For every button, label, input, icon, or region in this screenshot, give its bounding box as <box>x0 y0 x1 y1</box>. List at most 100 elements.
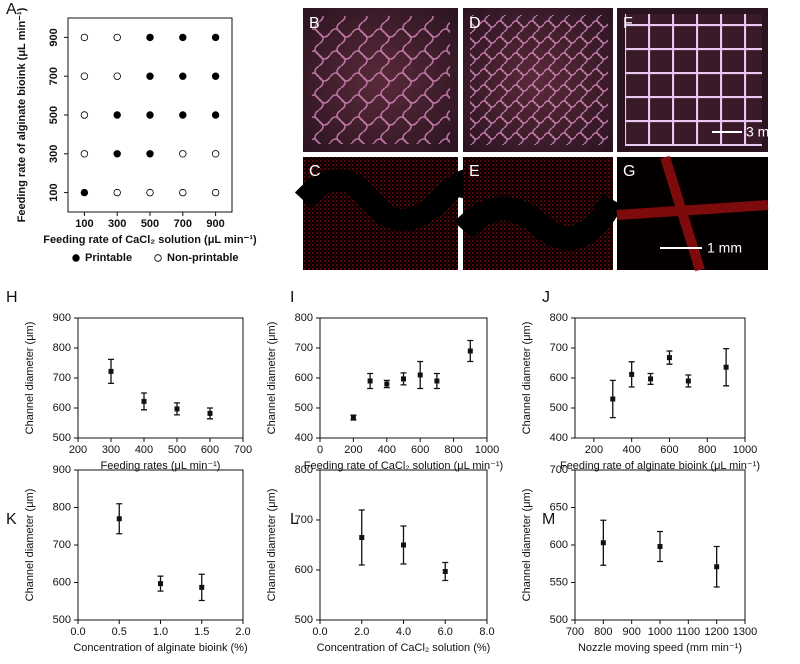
x-tick-label: 600 <box>201 444 219 456</box>
legend-marker <box>154 254 162 262</box>
x-axis-label: Feeding rates (μL min⁻¹) <box>101 460 221 472</box>
y-tick-label: 800 <box>53 342 71 354</box>
x-tick-label: 1100 <box>677 626 701 638</box>
point <box>211 188 220 197</box>
point <box>211 111 220 119</box>
point <box>80 72 89 80</box>
panel-letter: M <box>542 511 555 528</box>
y-tick-label: 500 <box>53 432 71 444</box>
x-axis-label: Concentration of CaCl₂ solution (%) <box>317 642 491 654</box>
scale-bar-label: 3 mm <box>746 124 781 140</box>
x-axis-label: Concentration of alginate bioink (%) <box>73 642 247 654</box>
y-tick-label: 400 <box>295 432 313 444</box>
y-tick-label: 300 <box>48 145 60 163</box>
y-tick-label: 800 <box>295 312 313 324</box>
y-tick-label: 600 <box>53 402 71 414</box>
point <box>146 111 154 119</box>
x-tick-label: 500 <box>168 444 186 456</box>
point <box>666 355 672 361</box>
point <box>434 378 440 384</box>
point <box>610 396 616 402</box>
point <box>714 564 720 570</box>
x-tick-label: 1000 <box>648 626 672 638</box>
y-tick-label: 500 <box>550 614 568 626</box>
scale-bar-label: 1 mm <box>707 240 742 256</box>
x-tick-label: 700 <box>566 626 584 638</box>
point <box>179 188 187 197</box>
panel-letter: F <box>623 15 633 32</box>
y-tick-label: 500 <box>295 402 313 414</box>
point <box>384 381 390 387</box>
y-tick-label: 900 <box>53 464 71 476</box>
x-axis-label: Nozzle moving speed (mm min⁻¹) <box>578 642 742 654</box>
x-tick-label: 900 <box>206 218 224 230</box>
x-tick-label: 800 <box>594 626 612 638</box>
y-tick-label: 500 <box>48 106 60 124</box>
point <box>80 188 89 197</box>
point <box>158 581 163 587</box>
micrograph-texture <box>625 14 762 146</box>
x-tick-label: 1000 <box>733 444 757 456</box>
y-axis-label: Channel diameter (μm) <box>266 489 278 602</box>
point <box>442 569 448 574</box>
point <box>179 111 187 119</box>
x-tick-label: 4.0 <box>396 626 411 638</box>
point <box>211 150 220 158</box>
point <box>350 415 356 421</box>
point <box>179 72 187 80</box>
x-tick-label: 1300 <box>733 626 757 638</box>
y-tick-label: 700 <box>48 67 60 85</box>
y-tick-label: 700 <box>295 342 313 354</box>
point <box>113 111 121 119</box>
plot-frame <box>77 469 244 621</box>
y-axis-label: Channel diameter (μm) <box>24 489 36 602</box>
y-tick-label: 550 <box>550 576 568 588</box>
y-tick-label: 700 <box>53 372 71 384</box>
point <box>80 150 89 158</box>
point <box>685 378 691 384</box>
panel-letter: E <box>469 163 480 180</box>
x-tick-label: 2.0 <box>354 626 369 638</box>
legend-label: Non-printable <box>167 252 239 264</box>
x-tick-label: 6.0 <box>438 626 453 638</box>
y-tick-label: 650 <box>550 501 568 513</box>
point <box>211 33 220 42</box>
point <box>199 584 205 590</box>
x-tick-label: 900 <box>622 626 640 638</box>
y-tick-label: 800 <box>550 312 568 324</box>
point <box>179 150 187 158</box>
point <box>401 376 406 382</box>
x-tick-label: 0.0 <box>312 626 327 638</box>
x-tick-label: 200 <box>585 444 603 456</box>
point <box>80 33 89 42</box>
y-tick-label: 600 <box>550 372 568 384</box>
legend-label: Printable <box>85 252 132 264</box>
y-tick-label: 700 <box>53 539 71 551</box>
point <box>467 348 473 354</box>
y-tick-label: 600 <box>295 372 313 384</box>
y-tick-label: 800 <box>295 464 313 476</box>
x-axis-label: Feeding rate of alginate bioink (μL min⁻… <box>560 460 760 472</box>
x-tick-label: 0 <box>317 444 323 456</box>
x-tick-label: 300 <box>108 218 126 230</box>
y-tick-label: 700 <box>550 464 568 476</box>
y-axis-label: Channel diameter (μm) <box>266 322 278 435</box>
y-tick-label: 600 <box>53 576 71 588</box>
point <box>723 364 729 370</box>
plot-frame <box>574 317 746 439</box>
y-tick-label: 100 <box>48 183 60 201</box>
x-tick-label: 200 <box>69 444 87 456</box>
panel-letter: J <box>542 289 550 306</box>
y-axis-label: Feeding rate of alginate bioink (μL min⁻… <box>16 7 28 222</box>
y-tick-label: 500 <box>295 614 313 626</box>
point <box>367 378 373 384</box>
y-axis-label: Channel diameter (μm) <box>521 322 533 435</box>
x-tick-label: 500 <box>141 218 159 230</box>
point <box>146 150 154 158</box>
point <box>116 516 122 522</box>
point <box>657 544 663 549</box>
x-tick-label: 300 <box>102 444 120 456</box>
x-tick-label: 400 <box>135 444 153 456</box>
x-tick-label: 800 <box>698 444 716 456</box>
